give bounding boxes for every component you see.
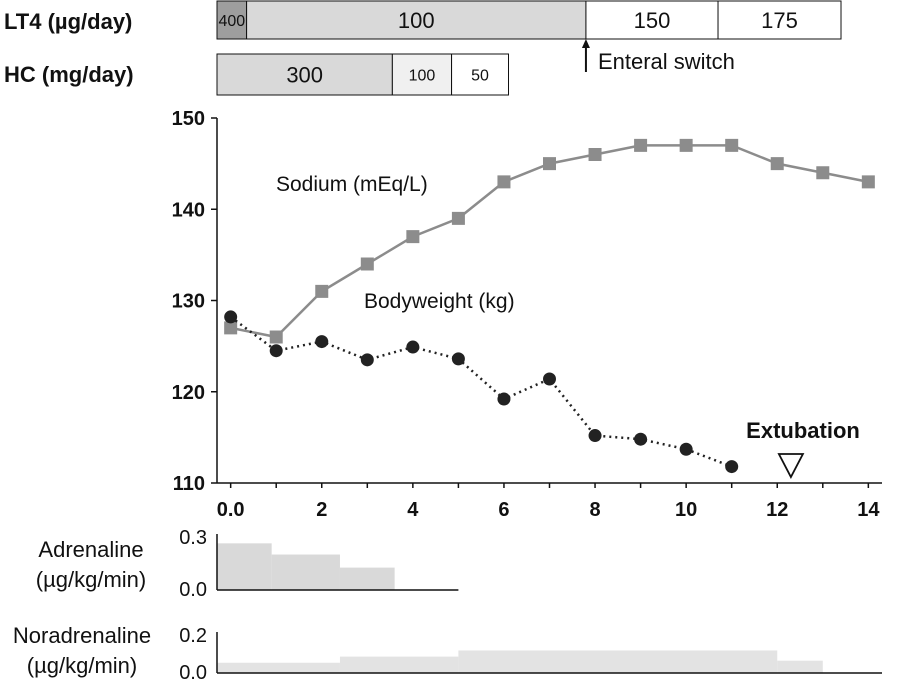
adrenaline-panel: 0.3 0.0 Adrenaline (µg/kg/min) [36, 527, 459, 601]
dose-segment-label: 175 [761, 8, 798, 33]
bodyweight-point [406, 340, 420, 354]
sodium-point [224, 321, 238, 335]
bodyweight-point [451, 352, 465, 366]
sodium-point [451, 211, 465, 225]
noradrenaline-panel: 0.2 0.0 Noradrenaline (µg/kg/min) [13, 623, 882, 684]
infusion-step [339, 656, 459, 673]
infusion-drug-label: Adrenaline [38, 537, 143, 562]
dose-row-label: HC (mg/day) [4, 62, 134, 87]
bodyweight-point [269, 344, 283, 358]
y-tick-label: 130 [172, 291, 205, 313]
bodyweight-point [224, 310, 238, 324]
bodyweight-point [679, 442, 693, 456]
dose-segment [585, 0, 719, 40]
extubation-label: Extubation [746, 418, 860, 443]
sodium-point [634, 138, 648, 152]
infusion-y-tick-label: 0.2 [179, 625, 207, 647]
enteral-switch-label: Enteral switch [598, 49, 735, 74]
sodium-point [770, 157, 784, 171]
sodium-bodyweight-chart: 110 120 130 140 150 0.0 2 4 6 8 10 12 14 Sodium (mEq/… [172, 108, 882, 521]
infusion-step [217, 662, 340, 673]
sodium-point [269, 330, 283, 344]
x-tick-label: 0.0 [217, 499, 245, 521]
sodium-point [406, 230, 420, 244]
x-tick-label: 2 [316, 499, 327, 521]
sodium-point [497, 175, 511, 189]
sodium-point [679, 138, 693, 152]
infusion-step [458, 650, 778, 673]
x-tick-label: 4 [407, 499, 419, 521]
sodium-point [861, 175, 875, 189]
dose-segment-label: 100 [409, 67, 436, 84]
infusion-step [271, 554, 340, 590]
bodyweight-series-line [229, 315, 733, 468]
enteral-switch-arrowhead [581, 39, 590, 48]
dose-segment-label: 50 [471, 67, 489, 84]
dose-segment-label: 150 [634, 8, 671, 33]
x-tick-label: 6 [498, 499, 509, 521]
x-tick-label: 10 [675, 499, 697, 521]
sodium-point [360, 257, 374, 271]
x-tick-label: 14 [857, 499, 880, 521]
bodyweight-point [725, 460, 739, 474]
sodium-point [725, 138, 739, 152]
hc-dose-bar: HC (mg/day) 300 100 50 [4, 53, 510, 96]
x-tick-label: 8 [589, 499, 600, 521]
extubation-marker [777, 453, 805, 479]
bodyweight-point [360, 353, 374, 367]
infusion-unit-label: (µg/kg/min) [36, 567, 146, 592]
y-tick-label: 140 [172, 199, 205, 221]
dose-segment [717, 0, 842, 40]
y-tick-label: 110 [173, 473, 205, 495]
dose-segment [451, 53, 510, 96]
sodium-point [315, 284, 329, 298]
dose-segment-label: 100 [398, 8, 435, 33]
infusion-step [777, 660, 823, 673]
dose-segment [216, 0, 248, 40]
bodyweight-point [634, 432, 648, 446]
infusion-step [217, 543, 272, 590]
infusion-y-tick-label: 0.0 [179, 662, 207, 684]
infusion-y-tick-label: 0.0 [179, 579, 207, 601]
bodyweight-point [543, 372, 556, 386]
infusion-step [339, 567, 395, 590]
bodyweight-point [588, 429, 602, 443]
dose-segment [216, 53, 393, 96]
infusion-y-tick-label: 0.3 [179, 527, 207, 549]
y-tick-label: 120 [172, 382, 205, 404]
dose-segment-label: 400 [218, 13, 245, 30]
infusion-unit-label: (µg/kg/min) [27, 653, 137, 678]
sodium-point [588, 148, 602, 161]
bodyweight-point [315, 335, 329, 349]
sodium-point [543, 157, 556, 171]
dose-segment [391, 53, 453, 96]
infusion-drug-label: Noradrenaline [13, 623, 151, 648]
bodyweight-series-label: Bodyweight (kg) [364, 290, 515, 313]
dose-row-label: LT4 (µg/day) [4, 9, 132, 34]
dose-segment-label: 300 [286, 62, 323, 87]
x-tick-label: 12 [766, 499, 788, 521]
y-tick-label: 150 [172, 108, 205, 130]
sodium-series-label: Sodium (mEq/L) [276, 173, 428, 196]
bodyweight-point [497, 392, 511, 406]
lt4-dose-bar: LT4 (µg/day) 400 100 150 175 Enteral switch [4, 0, 842, 74]
sodium-point [816, 166, 830, 180]
